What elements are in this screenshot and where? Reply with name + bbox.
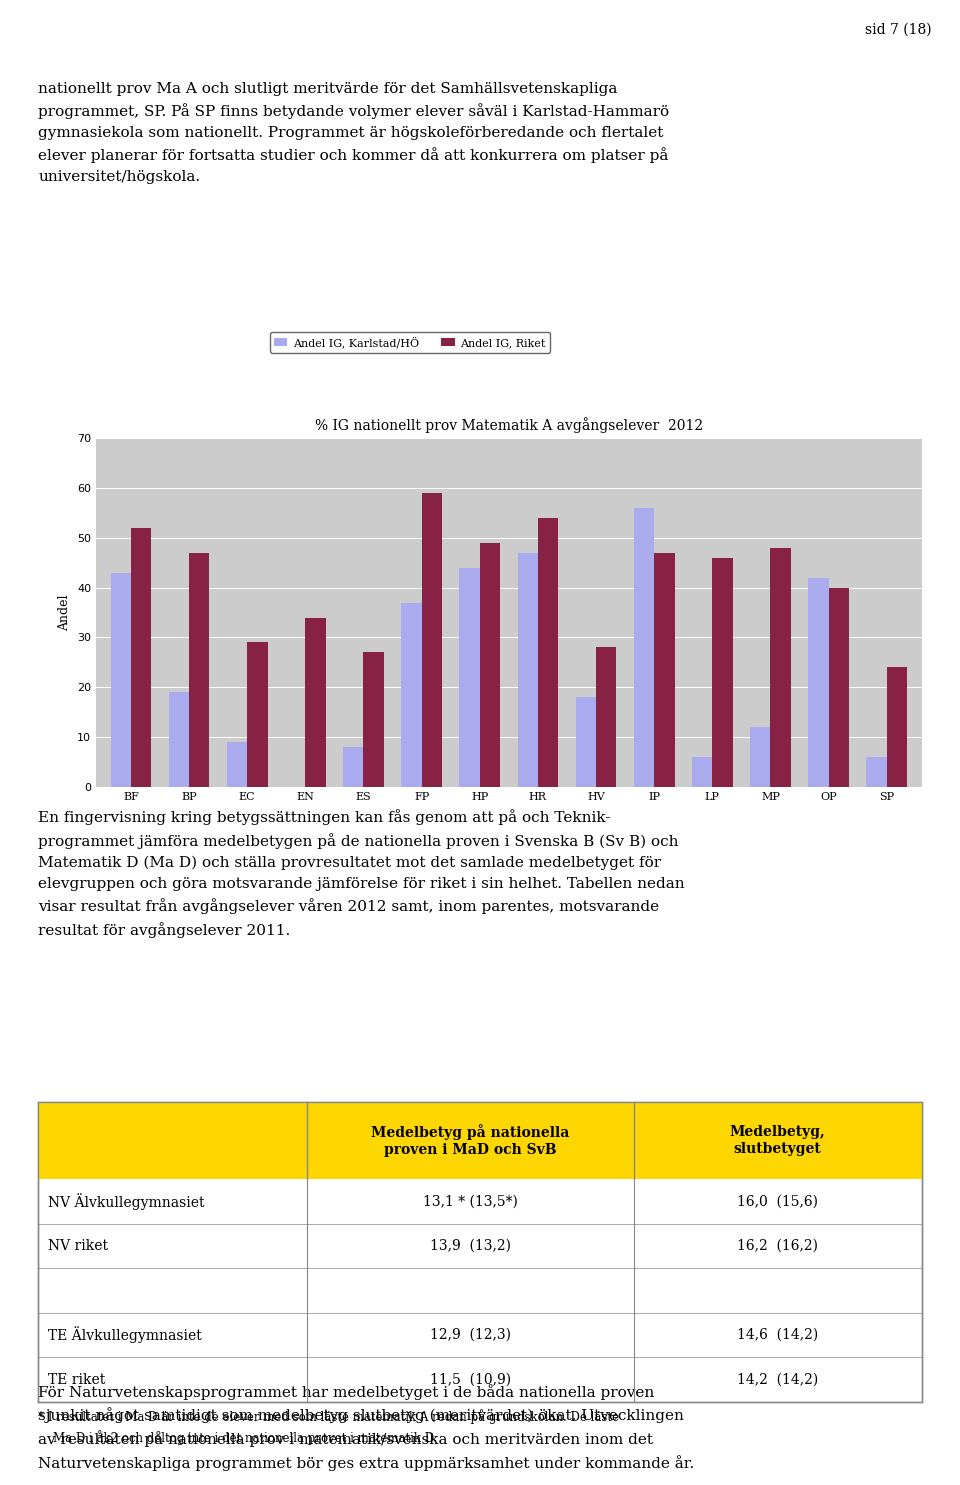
- Text: 16,0  (15,6): 16,0 (15,6): [737, 1194, 818, 1209]
- Text: 14,6  (14,2): 14,6 (14,2): [737, 1328, 818, 1342]
- Bar: [169, 692, 189, 787]
- Bar: [887, 667, 907, 787]
- Bar: [771, 548, 791, 787]
- Bar: [401, 603, 421, 787]
- Bar: [634, 508, 654, 787]
- Bar: [692, 757, 712, 787]
- Bar: [131, 527, 152, 787]
- Legend: Andel IG, Karlstad/HÖ, Andel IG, Riket: Andel IG, Karlstad/HÖ, Andel IG, Riket: [270, 333, 550, 352]
- Bar: [828, 588, 849, 787]
- Text: * I resultatet i Ma D är inte de elever med som läste matematik A redan på grund: * I resultatet i Ma D är inte de elever …: [38, 1409, 619, 1445]
- Title: % IG nationellt prov Matematik A avgångselever  2012: % IG nationellt prov Matematik A avgångs…: [315, 417, 703, 432]
- Y-axis label: Andel: Andel: [59, 594, 71, 631]
- Text: 16,2  (16,2): 16,2 (16,2): [737, 1238, 818, 1253]
- Text: För Naturvetenskapsprogrammet har medelbetyget i de båda nationella proven
sjunk: För Naturvetenskapsprogrammet har medelb…: [38, 1384, 695, 1470]
- Bar: [189, 552, 209, 787]
- Text: Medelbetyg,
slutbetyget: Medelbetyg, slutbetyget: [730, 1126, 826, 1155]
- Bar: [517, 552, 538, 787]
- Bar: [808, 578, 828, 787]
- Bar: [227, 742, 247, 787]
- Bar: [364, 652, 384, 787]
- Bar: [866, 757, 887, 787]
- Bar: [480, 544, 500, 787]
- Bar: [247, 643, 268, 787]
- Text: TE Älvkullegymnasiet: TE Älvkullegymnasiet: [48, 1326, 202, 1344]
- Text: NV Älvkullegymnasiet: NV Älvkullegymnasiet: [48, 1192, 204, 1210]
- Bar: [421, 493, 442, 787]
- Bar: [750, 728, 771, 787]
- Bar: [596, 647, 616, 787]
- Text: Medelbetyg på nationella
proven i MaD och SvB: Medelbetyg på nationella proven i MaD oc…: [372, 1124, 569, 1157]
- Bar: [305, 618, 325, 787]
- Bar: [712, 558, 732, 787]
- Text: TE riket: TE riket: [48, 1372, 106, 1387]
- Text: 12,9  (12,3): 12,9 (12,3): [430, 1328, 511, 1342]
- Text: 11,5  (10,9): 11,5 (10,9): [430, 1372, 511, 1387]
- Text: sid 7 (18): sid 7 (18): [865, 22, 931, 36]
- Text: 13,1 * (13,5*): 13,1 * (13,5*): [423, 1194, 517, 1209]
- Text: nationellt prov Ma A och slutligt meritvärde för det Samhällsvetenskapliga
progr: nationellt prov Ma A och slutligt meritv…: [38, 82, 669, 184]
- Bar: [654, 552, 675, 787]
- Bar: [343, 747, 364, 787]
- Text: 14,2  (14,2): 14,2 (14,2): [737, 1372, 818, 1387]
- Bar: [110, 573, 131, 787]
- Text: 13,9  (13,2): 13,9 (13,2): [430, 1238, 511, 1253]
- Bar: [538, 518, 558, 787]
- Bar: [460, 567, 480, 787]
- Bar: [576, 698, 596, 787]
- Text: En fingervisning kring betygssättningen kan fås genom att på och Teknik-
program: En fingervisning kring betygssättningen …: [38, 809, 685, 939]
- Text: NV riket: NV riket: [48, 1238, 108, 1253]
